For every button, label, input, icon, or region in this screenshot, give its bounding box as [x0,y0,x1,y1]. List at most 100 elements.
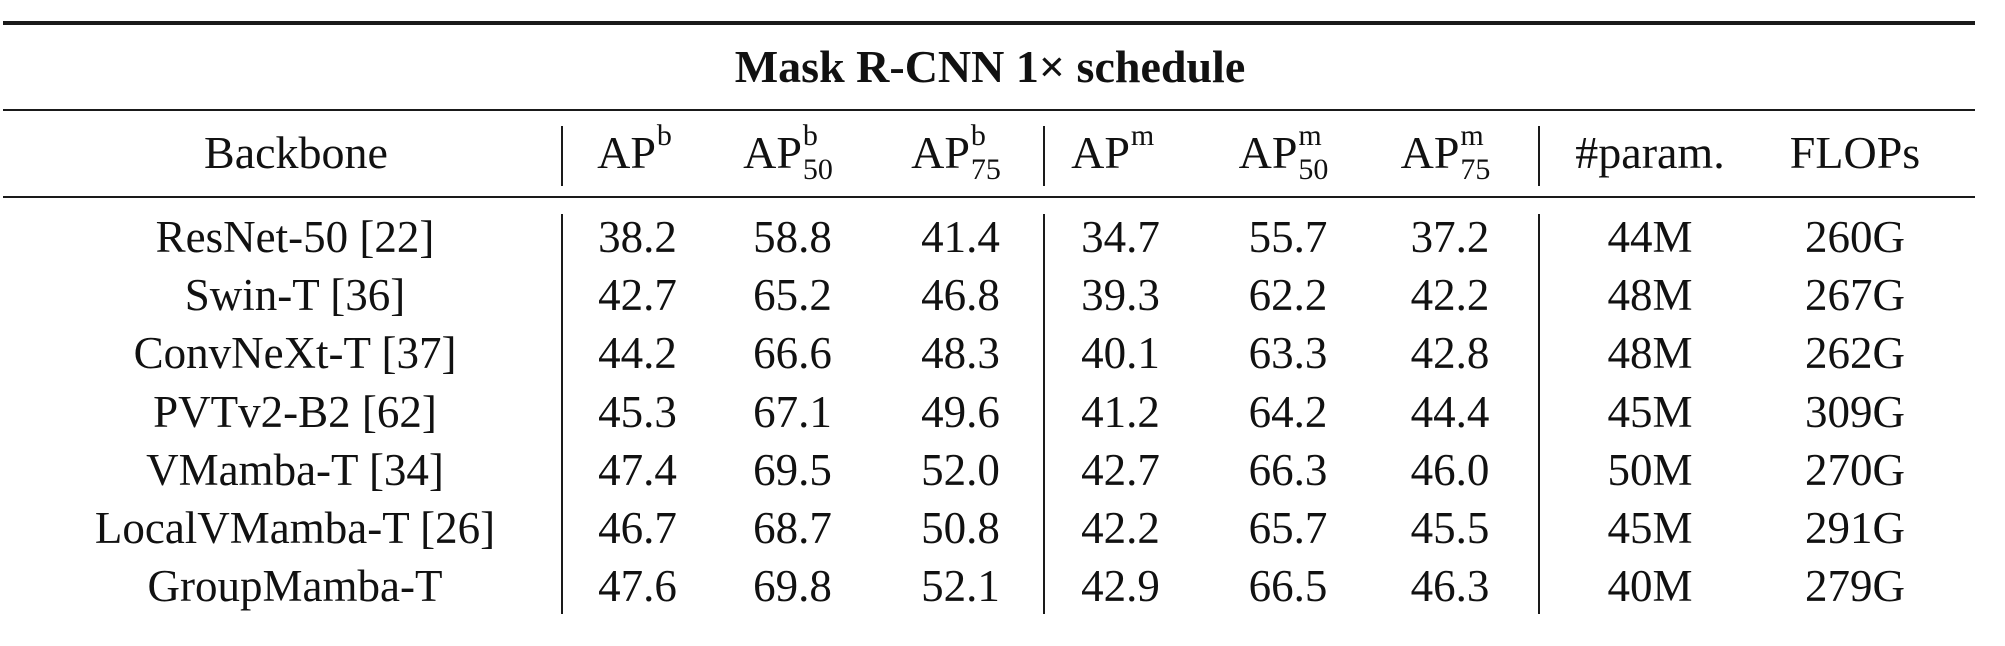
cell-ap-m: 34.7 [1081,212,1160,262]
cell-flops: 309G [1805,386,1905,437]
cell-ap-m75: 46.0 [1410,444,1490,495]
cell-backbone: ResNet-50 [22] [155,212,435,262]
cell-ap-m: 42.9 [1081,561,1160,612]
table-row: VMamba-T [34] 47.4 69.5 52.0 42.7 66.3 46.0 50M… [0,441,1980,499]
cell-ap-b50: 67.1 [753,386,832,437]
header-ap-m-sup: m [1130,119,1155,152]
table-row: Swin-T [36] 42.7 65.2 46.8 39.3 62.2 42.2 48M 26… [0,266,1980,324]
header-ap-b75-sub: 75 [970,153,1001,186]
header-ap-b-base: AP [597,127,656,178]
separator-mask-body [1538,214,1540,614]
table-row: ResNet-50 [22] 38.2 58.8 41.4 34.7 55.7 37.2 44… [0,208,1980,266]
cell-params: 48M [1607,270,1693,321]
header-ap-b-sup: b [656,119,672,152]
cell-params: 45M [1607,503,1693,553]
table-row: LocalVMamba-T [26] 46.7 68.7 50.8 42.2 65.7 45… [0,499,1980,557]
header-ap-b50-sup: b [802,119,818,152]
table-title: Mask R-CNN 1× schedule [734,41,1246,92]
header-ap-m50: AP m 50 [1213,121,1363,185]
header-ap-b75-base: AP [911,127,970,178]
header-rule [3,196,1975,198]
cell-ap-b50: 66.6 [753,328,832,379]
header-ap-m75-base: AP [1400,127,1460,178]
cell-ap-b75: 48.3 [921,328,1000,379]
header-ap-m50-sub: 50 [1298,153,1329,186]
cell-ap-m: 40.1 [1081,328,1160,379]
cell-ap-m: 41.2 [1081,386,1160,437]
separator-backbone [561,126,563,186]
header-ap-m75-sub: 75 [1460,153,1491,186]
cell-flops: 291G [1805,503,1905,553]
header-ap-m-base: AP [1071,127,1130,178]
cell-ap-m50: 66.3 [1248,444,1328,495]
cell-ap-m50: 65.7 [1248,503,1328,553]
cell-params: 50M [1607,444,1693,495]
cell-flops: 267G [1805,270,1905,321]
separator-mask [1538,126,1540,186]
cell-params: 40M [1607,561,1693,612]
cell-ap-m75: 37.2 [1410,212,1490,262]
cell-ap-m50: 66.5 [1248,561,1328,612]
cell-ap-b75: 46.8 [921,270,1000,321]
cell-ap-m50: 63.3 [1248,328,1328,379]
cell-params: 45M [1607,386,1693,437]
cell-ap-m75: 45.5 [1410,503,1490,553]
cell-ap-b75: 50.8 [921,503,1000,553]
cell-ap-b: 44.2 [598,328,677,379]
cell-params: 48M [1607,328,1693,379]
table-row: PVTv2-B2 [62] 45.3 67.1 49.6 41.2 64.2 44.4 45M… [0,383,1980,441]
cell-backbone: Swin-T [36] [184,270,406,321]
cell-flops: 260G [1805,212,1905,262]
header-ap-b75-sup: b [970,119,986,152]
header-ap-m75-sup: m [1460,119,1484,152]
cell-ap-m75: 46.3 [1410,561,1490,612]
table-row: GroupMamba-T 47.6 69.8 52.1 42.9 66.5 46.3 40M 2… [0,557,1980,615]
cell-ap-m: 39.3 [1081,270,1160,321]
cell-backbone: LocalVMamba-T [26] [94,503,496,553]
header-flops: FLOPs [1789,127,1921,178]
header-ap-m75: AP m 75 [1375,121,1525,185]
separator-box [1043,126,1045,186]
header-ap-m: AP m [1048,121,1193,181]
cell-flops: 270G [1805,444,1905,495]
header-row: Backbone AP b AP b 50 AP b 75 AP m AP m 50 AP m 75… [0,115,1980,193]
cell-ap-b50: 65.2 [753,270,832,321]
cell-ap-b50: 69.8 [753,561,832,612]
cell-ap-m75: 42.2 [1410,270,1490,321]
cell-ap-b75: 49.6 [921,386,1000,437]
header-ap-b50-base: AP [743,127,802,178]
header-ap-b50-sub: 50 [802,153,833,186]
cell-ap-b: 45.3 [598,386,677,437]
cell-ap-b: 42.7 [598,270,677,321]
cell-ap-b75: 52.0 [921,444,1000,495]
cell-ap-b: 38.2 [598,212,677,262]
table-row: ConvNeXt-T [37] 44.2 66.6 48.3 40.1 63.3 42.8 4… [0,324,1980,382]
cell-backbone: GroupMamba-T [147,561,443,612]
header-ap-m50-sup: m [1298,119,1322,152]
top-rule [3,21,1975,25]
cell-ap-m75: 44.4 [1410,386,1490,437]
cell-flops: 262G [1805,328,1905,379]
cell-ap-b: 46.7 [598,503,677,553]
cell-ap-b50: 68.7 [753,503,832,553]
cell-ap-m75: 42.8 [1410,328,1490,379]
cell-ap-m50: 62.2 [1248,270,1328,321]
cell-ap-m50: 55.7 [1248,212,1328,262]
cell-params: 44M [1607,212,1693,262]
title-rule [3,109,1975,111]
cell-ap-b50: 58.8 [753,212,832,262]
header-ap-b: AP b [565,121,710,181]
header-ap-m50-base: AP [1238,127,1298,178]
cell-backbone: ConvNeXt-T [37] [133,328,457,379]
cell-backbone: VMamba-T [34] [146,444,444,495]
header-ap-b50: AP b 50 [720,121,865,185]
cell-ap-m: 42.7 [1081,444,1160,495]
cell-ap-b75: 52.1 [921,561,1000,612]
header-backbone: Backbone [204,127,388,178]
cell-flops: 279G [1805,561,1905,612]
cell-ap-b50: 69.5 [753,444,832,495]
cell-ap-m: 42.2 [1081,503,1160,553]
cell-ap-b: 47.6 [598,561,677,612]
header-params: #param. [1575,127,1725,178]
